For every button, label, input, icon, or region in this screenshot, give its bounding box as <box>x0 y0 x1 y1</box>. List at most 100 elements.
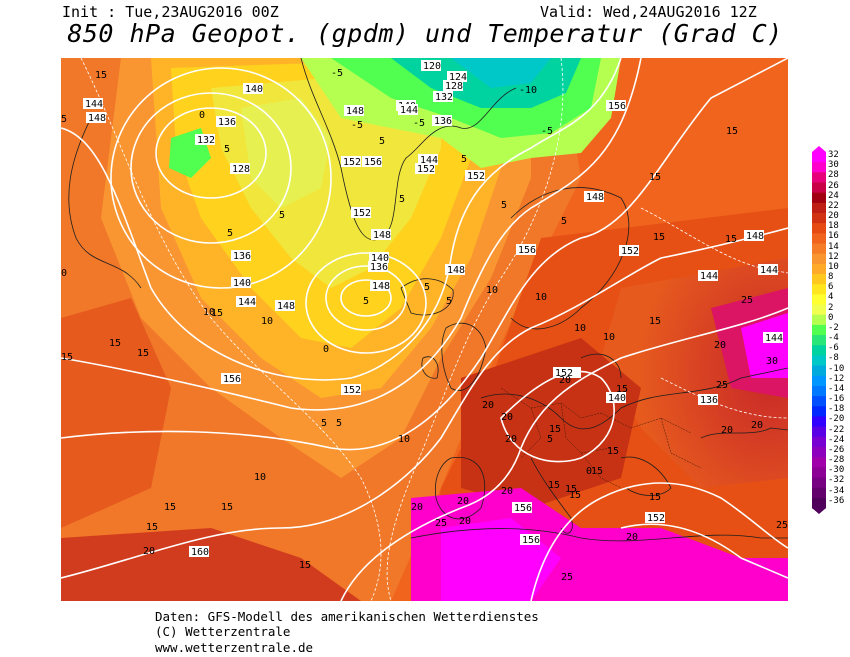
temp-label: 0 <box>323 344 329 355</box>
temp-label: 5 <box>461 154 467 165</box>
svg-text:156: 156 <box>364 157 382 168</box>
geopotential-labels: 144 148 140 136 132 128 136 140 144 148 … <box>83 60 783 558</box>
temp-label: 25 <box>776 520 788 531</box>
temp-label: 5 <box>321 418 327 429</box>
temp-label: 20 <box>143 546 155 557</box>
geo-label: 152 <box>645 512 665 524</box>
scale-arrow-top <box>812 146 826 152</box>
geo-label: 148 <box>371 229 391 241</box>
temp-label: 30 <box>766 356 778 367</box>
temp-label: 20 <box>714 340 726 351</box>
scale-swatch <box>812 457 826 468</box>
scale-swatch <box>812 355 826 367</box>
scale-swatch <box>812 375 826 387</box>
svg-text:148: 148 <box>373 230 391 241</box>
scale-label: -2 <box>828 322 839 333</box>
scale-label: 8 <box>828 272 834 283</box>
scale-label: 2 <box>828 302 834 313</box>
temp-label: 20 <box>482 400 494 411</box>
temp-label: 15 <box>649 492 661 503</box>
geo-label: 128 <box>230 163 250 175</box>
scale-swatch <box>812 446 826 458</box>
geo-label: 128 <box>443 80 463 92</box>
temp-label: 10 <box>486 285 498 296</box>
scale-arrow-bottom <box>812 508 826 514</box>
temp-label: 5 <box>279 210 285 221</box>
temp-label: 15 <box>548 480 560 491</box>
svg-text:148: 148 <box>447 265 465 276</box>
geo-label: 152 <box>415 163 435 175</box>
svg-text:144: 144 <box>85 99 103 110</box>
temp-label: 10 <box>398 434 410 445</box>
scale-swatch <box>812 304 826 316</box>
country-borders <box>500 387 702 489</box>
scale-swatch <box>812 223 826 234</box>
svg-text:136: 136 <box>370 262 388 273</box>
temp-label: -10 <box>519 85 537 96</box>
scale-label: -28 <box>828 455 845 466</box>
scale-label: -30 <box>828 465 845 476</box>
scale-swatch <box>812 243 826 255</box>
credit-website: www.wetterzentrale.de <box>155 640 314 655</box>
scale-label: 0 <box>828 312 834 323</box>
geo-label: 144 <box>758 264 778 276</box>
geopotential-contours <box>61 58 788 601</box>
temp-label: 15 <box>211 308 223 319</box>
scale-label: 12 <box>828 251 839 262</box>
temp-band-30 <box>741 313 788 378</box>
temp-label: -5 <box>351 120 363 131</box>
svg-text:152: 152 <box>343 157 361 168</box>
geo-label: 152 <box>619 245 639 257</box>
turkey-coast <box>700 427 788 439</box>
greenland-coast <box>300 58 517 241</box>
svg-text:136: 136 <box>233 251 251 262</box>
temp-label: 0 <box>61 268 67 279</box>
temp-label: 5 <box>61 114 67 125</box>
scale-label: 4 <box>828 292 834 303</box>
scale-label: -16 <box>828 394 845 405</box>
temp-label: 15 <box>569 490 581 501</box>
temp-label: 5 <box>363 296 369 307</box>
iberia-coast <box>434 456 485 520</box>
scale-label: 28 <box>828 170 839 181</box>
svg-text:128: 128 <box>232 164 250 175</box>
temp-label: 15 <box>725 234 737 245</box>
scale-label: -22 <box>828 424 845 435</box>
contour-low-west <box>155 107 267 199</box>
geo-label: 148 <box>370 280 390 292</box>
temp-label: 20 <box>459 516 471 527</box>
temp-label: 5 <box>224 144 230 155</box>
temp-label: 20 <box>411 502 423 513</box>
temp-label: 20 <box>501 412 513 423</box>
italy-coast <box>530 457 573 534</box>
scale-swatch <box>812 152 826 163</box>
temp-label: -5 <box>541 126 553 137</box>
temp-band-atlantic <box>61 298 171 528</box>
scale-label: -36 <box>828 495 845 506</box>
africa-coast <box>410 528 788 542</box>
geo-label: 132 <box>195 134 215 146</box>
geo-label: 120 <box>421 60 441 72</box>
svg-text:144: 144 <box>700 271 718 282</box>
temp-label: 5 <box>547 434 553 445</box>
scale-swatch <box>812 162 826 173</box>
geo-label: 160 <box>189 546 209 558</box>
scale-swatch <box>812 294 826 306</box>
geo-label: 152 <box>341 384 361 396</box>
svg-text:152: 152 <box>353 208 371 219</box>
scale-swatch <box>812 253 826 265</box>
svg-text:136: 136 <box>218 117 236 128</box>
geo-label: 148 <box>445 264 465 276</box>
temp-label: 10 <box>535 292 547 303</box>
temperature-labels: 15 5 0 0 -5 15 15 15 15 10 10 0 5 5 5 10… <box>61 68 788 583</box>
svg-text:148: 148 <box>746 231 764 242</box>
iceland-coast <box>400 278 454 316</box>
temp-label: 10 <box>254 472 266 483</box>
scale-label: -20 <box>828 414 845 425</box>
svg-text:148: 148 <box>372 281 390 292</box>
temp-label: 20 <box>501 486 513 497</box>
svg-text:156: 156 <box>608 101 626 112</box>
temp-label: 10 <box>203 307 215 318</box>
svg-text:160: 160 <box>191 547 209 558</box>
geo-label: 140 <box>243 83 263 95</box>
